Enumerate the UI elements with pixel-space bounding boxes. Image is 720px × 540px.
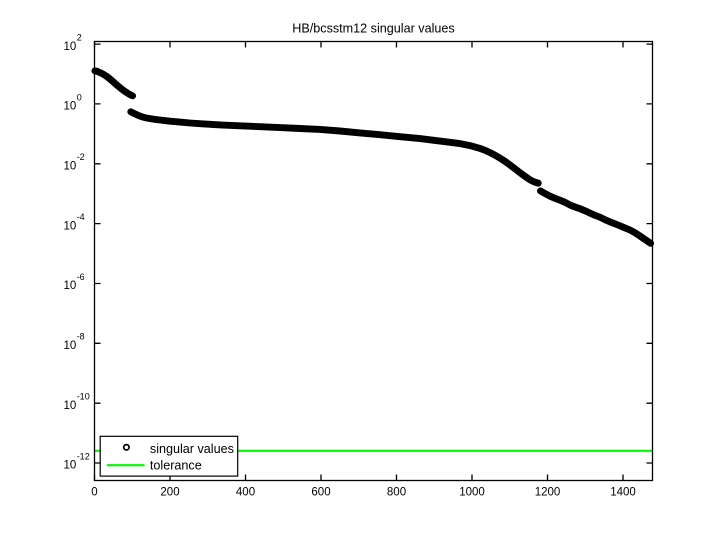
svg-text:-12: -12 <box>77 451 90 461</box>
svg-text:0: 0 <box>77 92 82 102</box>
svg-text:-6: -6 <box>77 272 85 282</box>
svg-text:-10: -10 <box>77 392 90 402</box>
svg-text:10: 10 <box>64 220 77 232</box>
svg-text:200: 200 <box>160 487 179 499</box>
svg-text:-2: -2 <box>77 152 85 162</box>
svg-text:10: 10 <box>64 460 77 472</box>
svg-text:2: 2 <box>77 33 82 43</box>
svg-text:tolerance: tolerance <box>150 459 202 473</box>
svg-text:-4: -4 <box>77 212 85 222</box>
svg-text:1400: 1400 <box>610 487 636 499</box>
svg-text:1200: 1200 <box>535 487 561 499</box>
svg-text:10: 10 <box>64 101 77 113</box>
svg-text:10: 10 <box>64 280 77 292</box>
svg-text:singular values: singular values <box>150 442 234 456</box>
svg-text:0: 0 <box>91 487 97 499</box>
svg-text:400: 400 <box>236 487 255 499</box>
svg-text:10: 10 <box>64 161 77 173</box>
svg-text:600: 600 <box>311 487 330 499</box>
svg-text:10: 10 <box>64 340 77 352</box>
svg-text:10: 10 <box>64 41 77 53</box>
svg-text:-8: -8 <box>77 332 85 342</box>
svg-text:HB/bcsstm12 singular values: HB/bcsstm12 singular values <box>292 21 454 35</box>
svg-text:1000: 1000 <box>459 487 485 499</box>
svg-text:10: 10 <box>64 400 77 412</box>
svg-text:800: 800 <box>387 487 406 499</box>
